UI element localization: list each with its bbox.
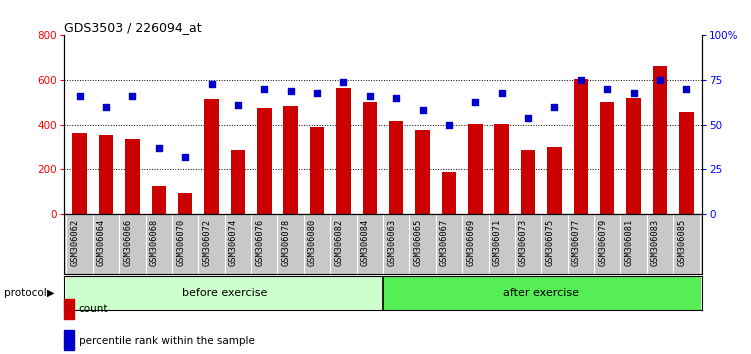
Text: GSM306084: GSM306084: [360, 219, 369, 266]
Text: GSM306078: GSM306078: [282, 219, 291, 266]
Bar: [336, 88, 351, 214]
Bar: [125, 139, 140, 214]
Bar: [283, 106, 298, 214]
Bar: [178, 193, 192, 214]
Bar: [653, 65, 667, 214]
Text: GSM306073: GSM306073: [519, 219, 528, 266]
Point: [628, 90, 640, 96]
Point: [363, 93, 376, 99]
Point: [680, 86, 692, 92]
Bar: [494, 124, 509, 214]
Point: [496, 90, 508, 96]
Bar: [310, 127, 324, 214]
Text: protocol: protocol: [4, 288, 47, 298]
Bar: [363, 102, 377, 214]
Text: GSM306079: GSM306079: [599, 219, 608, 266]
Text: after exercise: after exercise: [503, 288, 579, 298]
Text: GSM306076: GSM306076: [255, 219, 264, 266]
Point: [602, 86, 614, 92]
Point: [285, 88, 297, 94]
Text: count: count: [79, 304, 108, 314]
Point: [311, 90, 323, 96]
Point: [548, 104, 560, 110]
Text: GSM306081: GSM306081: [625, 219, 634, 266]
Text: GSM306069: GSM306069: [466, 219, 475, 266]
Bar: [521, 150, 535, 214]
Bar: [415, 130, 430, 214]
Text: GSM306082: GSM306082: [334, 219, 343, 266]
Bar: [626, 98, 641, 214]
Bar: [574, 79, 588, 214]
Text: percentile rank within the sample: percentile rank within the sample: [79, 336, 255, 346]
Bar: [547, 147, 562, 214]
Text: ▶: ▶: [47, 288, 55, 298]
Point: [152, 145, 164, 151]
Point: [126, 93, 138, 99]
Point: [469, 99, 481, 104]
Point: [232, 102, 244, 108]
Bar: [152, 186, 166, 214]
Text: before exercise: before exercise: [182, 288, 267, 298]
Bar: [99, 135, 113, 214]
Point: [443, 122, 455, 127]
Text: GSM306065: GSM306065: [414, 219, 423, 266]
Text: GSM306075: GSM306075: [545, 219, 554, 266]
Bar: [257, 108, 272, 214]
Text: GSM306071: GSM306071: [493, 219, 502, 266]
Text: GSM306064: GSM306064: [97, 219, 106, 266]
Point: [258, 86, 270, 92]
Text: GSM306070: GSM306070: [176, 219, 185, 266]
Bar: [204, 99, 219, 214]
Point: [206, 81, 218, 86]
Text: GSM306077: GSM306077: [572, 219, 581, 266]
Point: [179, 154, 192, 160]
Bar: [72, 133, 87, 214]
Text: GSM306074: GSM306074: [229, 219, 238, 266]
Text: GSM306072: GSM306072: [203, 219, 212, 266]
Point: [417, 108, 429, 113]
Bar: [442, 172, 456, 214]
Text: GSM306063: GSM306063: [388, 219, 397, 266]
Text: GSM306066: GSM306066: [123, 219, 132, 266]
Point: [654, 77, 666, 83]
Text: GSM306080: GSM306080: [308, 219, 317, 266]
Bar: [389, 121, 403, 214]
Text: GSM306083: GSM306083: [651, 219, 660, 266]
Point: [575, 77, 587, 83]
Point: [337, 79, 349, 85]
Bar: [600, 102, 614, 214]
Text: GSM306062: GSM306062: [71, 219, 80, 266]
Point: [100, 104, 112, 110]
Text: GSM306085: GSM306085: [677, 219, 686, 266]
Bar: [231, 150, 245, 214]
Point: [74, 93, 86, 99]
Bar: [679, 113, 694, 214]
Point: [391, 95, 403, 101]
Bar: [468, 124, 483, 214]
Text: GSM306067: GSM306067: [440, 219, 449, 266]
Point: [522, 115, 534, 120]
Text: GDS3503 / 226094_at: GDS3503 / 226094_at: [64, 21, 201, 34]
Text: GSM306068: GSM306068: [149, 219, 158, 266]
